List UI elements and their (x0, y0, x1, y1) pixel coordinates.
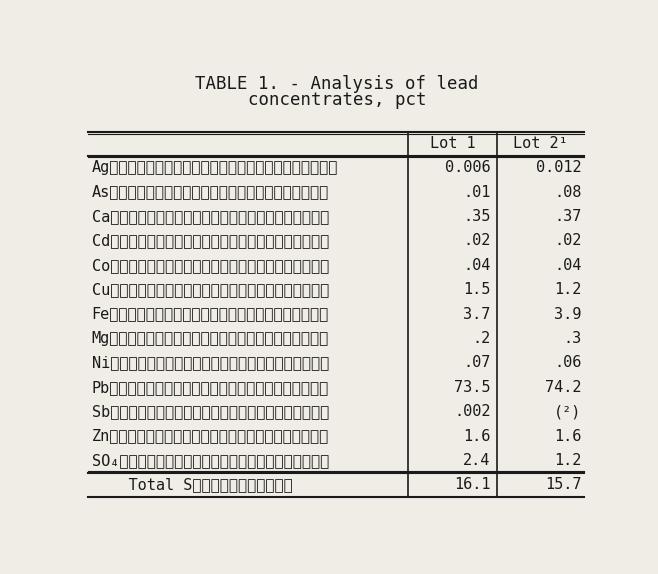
Text: 74.2: 74.2 (545, 380, 582, 395)
Text: TABLE 1. - Analysis of lead: TABLE 1. - Analysis of lead (195, 75, 479, 94)
Text: (²): (²) (554, 404, 582, 419)
Text: 2.4: 2.4 (463, 453, 491, 468)
Text: .35: .35 (463, 209, 491, 224)
Text: Cu․․․․․․․․․․․․․․․․․․․․․․․․: Cu․․․․․․․․․․․․․․․․․․․․․․․․ (91, 282, 329, 297)
Text: .04: .04 (463, 258, 491, 273)
Text: 0.006: 0.006 (445, 160, 491, 175)
Text: .37: .37 (554, 209, 582, 224)
Text: 0.012: 0.012 (536, 160, 582, 175)
Text: .04: .04 (554, 258, 582, 273)
Text: .07: .07 (463, 355, 491, 370)
Text: Ni․․․․․․․․․․․․․․․․․․․․․․․․: Ni․․․․․․․․․․․․․․․․․․․․․․․․ (91, 355, 329, 370)
Text: Ca․․․․․․․․․․․․․․․․․․․․․․․․: Ca․․․․․․․․․․․․․․․․․․․․․․․․ (91, 209, 329, 224)
Text: .06: .06 (554, 355, 582, 370)
Text: 3.9: 3.9 (554, 307, 582, 321)
Text: Cd․․․․․․․․․․․․․․․․․․․․․․․․: Cd․․․․․․․․․․․․․․․․․․․․․․․․ (91, 234, 329, 249)
Text: .08: .08 (554, 185, 582, 200)
Text: Ag․․․․․․․․․․․․․․․․․․․․․․․․․: Ag․․․․․․․․․․․․․․․․․․․․․․․․․ (91, 160, 338, 175)
Text: 1.2: 1.2 (554, 282, 582, 297)
Text: SO₄․․․․․․․․․․․․․․․․․․․․․․․: SO₄․․․․․․․․․․․․․․․․․․․․․․․ (91, 453, 329, 468)
Text: .02: .02 (554, 234, 582, 249)
Text: .02: .02 (463, 234, 491, 249)
Text: 1.2: 1.2 (554, 453, 582, 468)
Text: 1.6: 1.6 (463, 429, 491, 444)
Text: .01: .01 (463, 185, 491, 200)
Text: 1.5: 1.5 (463, 282, 491, 297)
Text: 73.5: 73.5 (454, 380, 491, 395)
Text: Pb․․․․․․․․․․․․․․․․․․․․․․․․: Pb․․․․․․․․․․․․․․․․․․․․․․․․ (91, 380, 329, 395)
Text: 3.7: 3.7 (463, 307, 491, 321)
Text: Mg․․․․․․․․․․․․․․․․․․․․․․․․: Mg․․․․․․․․․․․․․․․․․․․․․․․․ (91, 331, 329, 346)
Text: Fe․․․․․․․․․․․․․․․․․․․․․․․․: Fe․․․․․․․․․․․․․․․․․․․․․․․․ (91, 307, 329, 321)
Text: Co․․․․․․․․․․․․․․․․․․․․․․․․: Co․․․․․․․․․․․․․․․․․․․․․․․․ (91, 258, 329, 273)
Text: As․․․․․․․․․․․․․․․․․․․․․․․․: As․․․․․․․․․․․․․․․․․․․․․․․․ (91, 185, 329, 200)
Text: Zn․․․․․․․․․․․․․․․․․․․․․․․․: Zn․․․․․․․․․․․․․․․․․․․․․․․․ (91, 429, 329, 444)
Text: concentrates, pct: concentrates, pct (248, 91, 426, 108)
Text: 1.6: 1.6 (554, 429, 582, 444)
Text: Total S․․․․․․․․․․․: Total S․․․․․․․․․․․ (91, 478, 292, 492)
Text: Lot 1: Lot 1 (430, 136, 475, 152)
Text: Lot 2¹: Lot 2¹ (513, 136, 568, 152)
Text: .002: .002 (454, 404, 491, 419)
Text: Sb․․․․․․․․․․․․․․․․․․․․․․․․: Sb․․․․․․․․․․․․․․․․․․․․․․․․ (91, 404, 329, 419)
Text: .3: .3 (563, 331, 582, 346)
Text: .2: .2 (472, 331, 491, 346)
Text: 15.7: 15.7 (545, 478, 582, 492)
Text: 16.1: 16.1 (454, 478, 491, 492)
